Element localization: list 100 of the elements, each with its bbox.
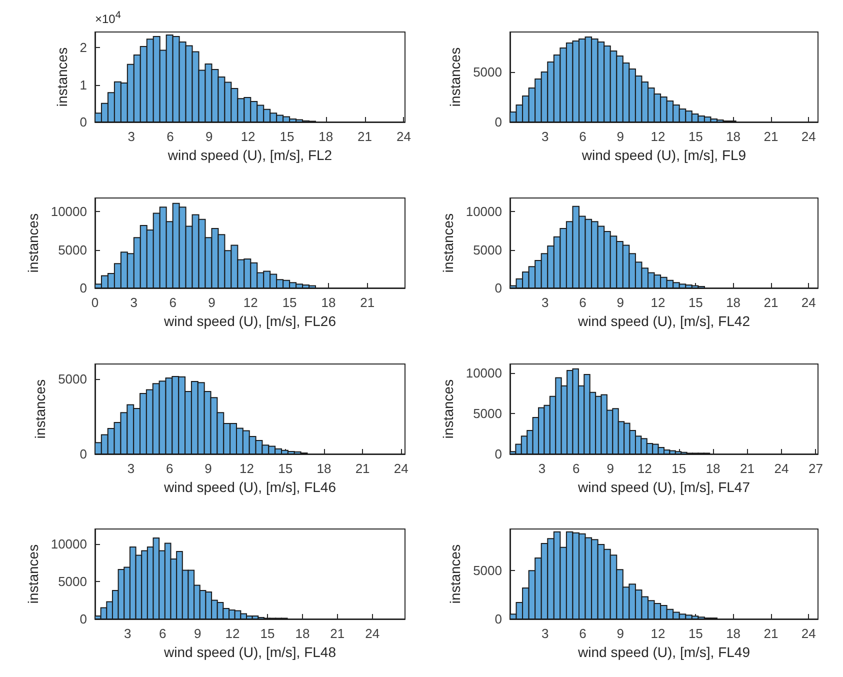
x-axis-title: wind speed (U), [m/s], FL47 [577, 479, 750, 495]
x-axis-title: wind speed (U), [m/s], FL48 [163, 644, 336, 660]
y-axis-title: instances [440, 379, 456, 439]
y-tick-label: 1 [80, 77, 87, 92]
x-tick-label: 12 [240, 461, 254, 476]
x-tick-label: 6 [166, 461, 174, 476]
x-tick-label: 3 [542, 626, 549, 641]
x-tick-label: 18 [316, 461, 332, 476]
y-axis-title: instances [440, 213, 456, 273]
x-tick-label: 21 [764, 129, 778, 144]
y-tick-label: 10000 [50, 536, 87, 552]
x-tick-label: 24 [365, 626, 380, 641]
x-tick-label: 27 [808, 461, 823, 476]
x-tick-label: 15 [278, 461, 293, 476]
x-tick-label: 18 [726, 626, 741, 641]
x-axis-title: wind speed (U), [m/s], FL42 [577, 313, 750, 329]
x-tick-label: 18 [706, 461, 720, 476]
x-tick-label: 21 [330, 626, 345, 641]
x-tick-label: 3 [538, 461, 546, 476]
x-tick-label: 18 [726, 295, 741, 310]
y-axis-title: instances [447, 544, 464, 604]
x-tick-label: 24 [801, 626, 816, 641]
x-tick-label: 15 [280, 129, 294, 144]
y-axis-title: instances [447, 47, 464, 107]
text: ×10$^{4}$ [95, 10, 121, 26]
x-tick-label: 3 [542, 295, 549, 310]
x-tick-label: 15 [688, 129, 703, 144]
x-tick-label: 6 [579, 295, 586, 310]
x-tick-label: 18 [321, 295, 336, 310]
x-axis-title: wind speed (U), [m/s], FL9 [580, 147, 746, 163]
x-axis-title: wind speed (U), [m/s], FL46 [163, 479, 336, 495]
y-tick-label: 5000 [58, 242, 87, 258]
y-axis-title: instances [24, 213, 41, 273]
x-tick-label: 21 [764, 626, 778, 641]
x-tick-label: 6 [169, 295, 176, 310]
x-tick-label: 3 [130, 295, 138, 310]
x-tick-label: 12 [650, 129, 666, 144]
x-tick-label: 24 [801, 295, 816, 310]
x-tick-label: 21 [355, 461, 370, 476]
y-axis-title: instances [32, 379, 48, 439]
x-axis-title: wind speed (U), [m/s], FL26 [163, 313, 336, 329]
y-tick-label: 0 [80, 446, 87, 462]
x-tick-label: 6 [572, 461, 580, 476]
y-tick-label: 2 [80, 40, 87, 56]
x-tick-label: 6 [158, 626, 166, 641]
y-tick-label: 5000 [58, 372, 87, 386]
y-tick-label: 5000 [473, 563, 502, 578]
x-tick-label: 9 [208, 295, 216, 310]
x-tick-label: 21 [740, 461, 755, 476]
x-tick-label: 9 [206, 129, 213, 144]
x-tick-label: 9 [616, 129, 624, 144]
x-tick-label: 12 [225, 626, 240, 641]
y-tick-label: 5000 [473, 64, 502, 80]
x-tick-label: 15 [688, 295, 703, 310]
x-tick-label: 21 [764, 295, 778, 310]
y-tick-label: 10000 [50, 204, 87, 220]
x-tick-label: 18 [295, 626, 310, 641]
x-tick-label: 9 [204, 461, 212, 476]
x-tick-label: 9 [606, 461, 614, 476]
x-tick-label: 9 [616, 626, 624, 641]
y-tick-label: 0 [494, 612, 502, 626]
y-tick-label: 0 [80, 280, 87, 296]
x-tick-label: 9 [194, 626, 202, 641]
x-tick-label: 15 [688, 626, 703, 641]
x-tick-label: 6 [166, 129, 174, 144]
x-tick-label: 12 [243, 295, 258, 310]
x-tick-label: 24 [394, 461, 408, 476]
y-tick-label: 0 [494, 446, 502, 462]
x-tick-label: 24 [396, 129, 411, 144]
x-tick-label: 0 [91, 295, 99, 310]
y-tick-label: 0 [80, 114, 87, 130]
x-tick-label: 12 [637, 461, 652, 476]
y-tick-label: 10000 [466, 204, 502, 220]
x-tick-label: 12 [650, 626, 666, 641]
x-tick-label: 18 [726, 129, 741, 144]
x-tick-label: 21 [358, 129, 372, 144]
x-tick-label: 3 [127, 461, 135, 476]
y-tick-label: 0 [494, 114, 502, 130]
y-tick-label: 5000 [473, 242, 502, 258]
x-tick-label: 3 [128, 129, 135, 144]
y-tick-label: 5000 [473, 406, 502, 421]
y-axis-title: instances [24, 544, 41, 604]
x-tick-label: 3 [124, 626, 132, 641]
y-axis-title: instances [54, 47, 70, 107]
x-tick-label: 12 [240, 129, 256, 144]
x-tick-label: 6 [579, 129, 586, 144]
x-tick-label: 15 [282, 295, 297, 310]
x-axis-title: wind speed (U), [m/s], FL2 [166, 147, 332, 163]
y-tick-label: 5000 [58, 574, 87, 589]
x-tick-label: 24 [774, 461, 789, 476]
x-tick-label: 9 [616, 295, 624, 310]
x-tick-label: 15 [260, 626, 275, 641]
x-tick-label: 18 [318, 129, 334, 144]
x-tick-label: 6 [579, 626, 586, 641]
x-tick-label: 21 [360, 295, 375, 310]
y-tick-label: 0 [80, 612, 87, 626]
x-tick-label: 24 [801, 129, 816, 144]
x-tick-label: 15 [672, 461, 686, 476]
x-tick-label: 3 [542, 129, 549, 144]
x-tick-label: 12 [650, 295, 666, 310]
